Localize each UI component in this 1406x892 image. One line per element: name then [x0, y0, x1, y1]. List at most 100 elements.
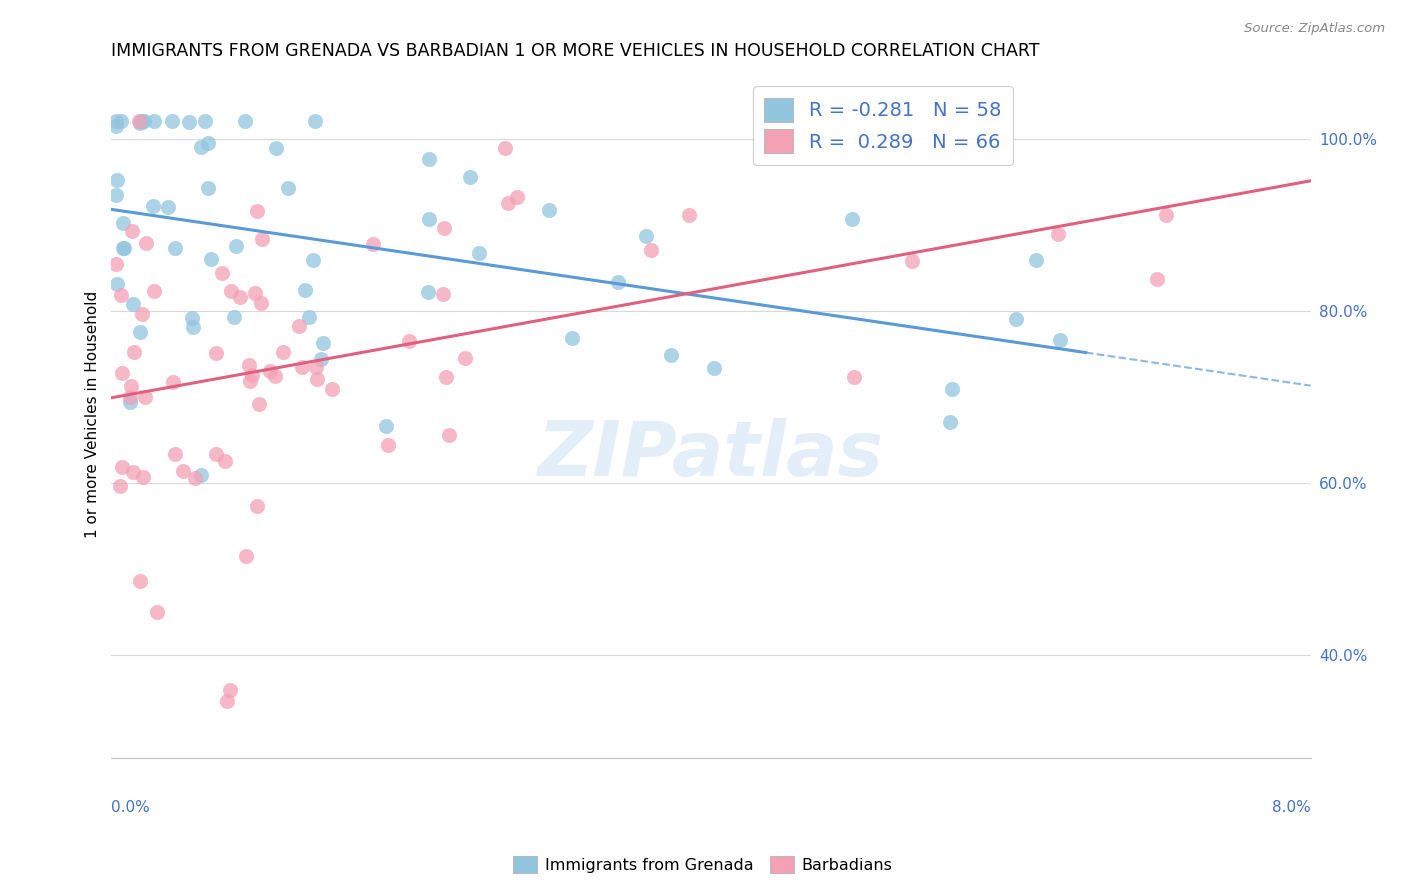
Point — [211, 266, 233, 280]
Point — [418, 285, 440, 300]
Point — [247, 397, 270, 411]
Point — [305, 372, 328, 386]
Point — [1146, 272, 1168, 286]
Point — [235, 549, 257, 563]
Point — [496, 196, 519, 211]
Point — [146, 605, 169, 619]
Point — [205, 447, 228, 461]
Point — [108, 478, 131, 492]
Point — [197, 180, 219, 194]
Point — [434, 369, 457, 384]
Point — [160, 114, 183, 128]
Point — [129, 326, 152, 340]
Point — [246, 500, 269, 514]
Point — [240, 368, 263, 383]
Point — [561, 331, 583, 345]
Point — [129, 116, 152, 130]
Point — [264, 369, 287, 384]
Point — [205, 346, 228, 360]
Text: 8.0%: 8.0% — [1272, 799, 1310, 814]
Point — [104, 119, 127, 133]
Point — [181, 319, 204, 334]
Point — [941, 382, 963, 396]
Point — [111, 367, 134, 381]
Point — [194, 114, 217, 128]
Point — [105, 172, 128, 186]
Point — [640, 244, 662, 258]
Point — [537, 202, 560, 217]
Point — [250, 296, 273, 310]
Point — [433, 220, 456, 235]
Point — [122, 297, 145, 311]
Point — [361, 236, 384, 251]
Point — [1025, 252, 1047, 267]
Point — [468, 245, 491, 260]
Point — [165, 447, 187, 461]
Point — [219, 683, 242, 698]
Point — [112, 241, 135, 255]
Point — [132, 469, 155, 483]
Point — [142, 114, 165, 128]
Point — [110, 288, 132, 302]
Point — [938, 415, 960, 429]
Point — [1049, 333, 1071, 347]
Point — [239, 374, 262, 388]
Point — [238, 358, 260, 372]
Point — [229, 290, 252, 304]
Point — [494, 140, 516, 154]
Point — [142, 199, 165, 213]
Point — [142, 285, 165, 299]
Point — [901, 253, 924, 268]
Point — [135, 235, 157, 250]
Point — [418, 212, 440, 227]
Point — [703, 360, 725, 375]
Point — [1046, 227, 1069, 241]
Point — [607, 275, 630, 289]
Point — [287, 318, 309, 333]
Point — [172, 465, 194, 479]
Legend: R = -0.281   N = 58, R =  0.289   N = 66: R = -0.281 N = 58, R = 0.289 N = 66 — [752, 87, 1014, 165]
Point — [844, 370, 866, 384]
Point — [259, 364, 281, 378]
Point — [111, 460, 134, 475]
Point — [458, 170, 481, 185]
Point — [250, 232, 273, 246]
Point — [1005, 311, 1028, 326]
Point — [264, 141, 287, 155]
Point — [377, 438, 399, 452]
Point — [305, 359, 328, 374]
Point — [222, 310, 245, 324]
Point — [661, 348, 683, 362]
Point — [678, 208, 700, 222]
Point — [131, 307, 153, 321]
Point — [177, 114, 200, 128]
Point — [214, 454, 236, 468]
Point — [454, 351, 477, 366]
Point — [418, 152, 440, 166]
Text: Source: ZipAtlas.com: Source: ZipAtlas.com — [1244, 22, 1385, 36]
Point — [374, 418, 396, 433]
Point — [163, 241, 186, 255]
Point — [233, 114, 256, 128]
Point — [120, 379, 142, 393]
Point — [122, 465, 145, 479]
Point — [104, 257, 127, 271]
Text: IMMIGRANTS FROM GRENADA VS BARBADIAN 1 OR MORE VEHICLES IN HOUSEHOLD CORRELATION: IMMIGRANTS FROM GRENADA VS BARBADIAN 1 O… — [111, 42, 1040, 60]
Y-axis label: 1 or more Vehicles in Household: 1 or more Vehicles in Household — [86, 291, 100, 538]
Point — [321, 383, 343, 397]
Point — [219, 284, 242, 298]
Point — [190, 467, 212, 482]
Point — [183, 470, 205, 484]
Point — [128, 114, 150, 128]
Text: 0.0%: 0.0% — [111, 799, 150, 814]
Point — [118, 390, 141, 404]
Point — [301, 252, 323, 267]
Point — [291, 359, 314, 374]
Point — [309, 351, 332, 366]
Point — [200, 252, 222, 266]
Point — [157, 200, 180, 214]
Point — [298, 310, 321, 324]
Point — [271, 345, 294, 359]
Point — [1154, 209, 1177, 223]
Point — [110, 114, 132, 128]
